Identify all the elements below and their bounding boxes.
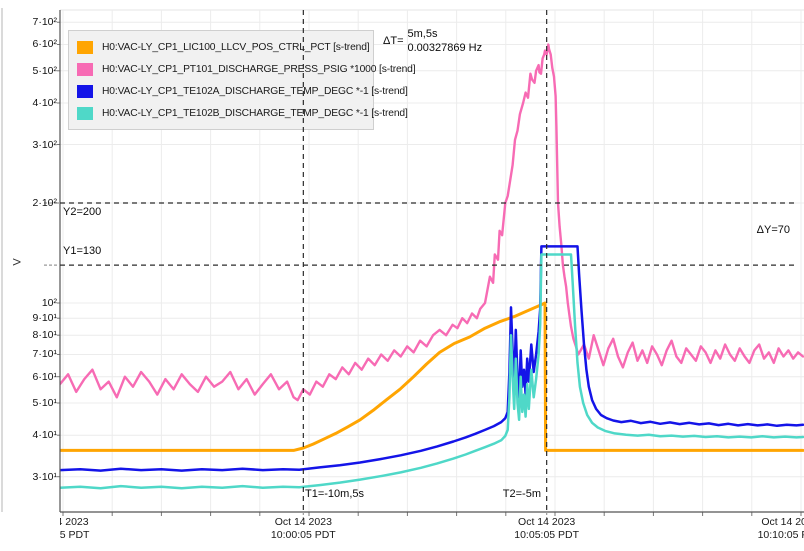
legend-item-LIC100[interactable]: H0:VAC-LY_CP1_LIC100_LLCV_POS_CTRL_PCT […	[77, 36, 370, 58]
delta-y-annotation: ΔY=70	[756, 224, 790, 236]
y-tick-label: 10²	[41, 297, 57, 309]
t1-cursor-label: T1=-10m,5s	[305, 488, 364, 500]
delta-t-frequency: 0.00327869 Hz	[407, 42, 483, 54]
delta-t-prefix: ΔT=	[383, 35, 404, 47]
legend-label: H0:VAC-LY_CP1_PT101_DISCHARGE_PRESS_PSIG…	[102, 63, 416, 75]
x-axis-label-date: Oct 14 2023	[60, 516, 89, 528]
x-axis-label: Oct 14 2023 10:05:05 PDT	[514, 516, 579, 542]
y-tick-label: 4·10²	[32, 96, 57, 109]
legend-item-TE102B[interactable]: H0:VAC-LY_CP1_TE102B_DISCHARGE_TEMP_DEGC…	[77, 102, 408, 124]
y-tick-label: 5·10¹	[32, 397, 57, 409]
legend-label: H0:VAC-LY_CP1_TE102B_DISCHARGE_TEMP_DEGC…	[102, 107, 408, 119]
series-line-TE102B	[60, 253, 804, 490]
x-axis-label-time: 10:05:05 PDT	[514, 529, 580, 541]
legend-swatch	[77, 106, 93, 120]
x-axis-label: Oct 14 20239:55:05 PDT	[60, 516, 89, 542]
x-axis-label: Oct 14 2023 10:00:05 PDT	[271, 516, 336, 542]
x-axis-label-time: 10:10:05 PDT	[757, 529, 804, 541]
delta-t-value: 5m,5s	[407, 28, 438, 40]
series-line-LIC100	[60, 301, 804, 452]
y-tick-label: 7·10¹	[32, 348, 57, 361]
delta-t-annotation: ΔT= 5m,5s 0.00327869 Hz	[383, 27, 482, 55]
legend-swatch	[77, 40, 93, 54]
x-axis-label-time: 9:55:05 PDT	[60, 529, 90, 541]
y-tick-label: 6·10²	[32, 38, 57, 51]
y-tick-label: 6·10¹	[32, 370, 57, 383]
legend-swatch	[77, 84, 93, 98]
y-tick-label: 8·10¹	[32, 329, 57, 342]
legend-item-PT101[interactable]: H0:VAC-LY_CP1_PT101_DISCHARGE_PRESS_PSIG…	[77, 58, 416, 80]
x-axis-label-date: Oct 14 2023	[518, 516, 576, 528]
y-tick-label: 3·10¹	[32, 470, 57, 483]
y-tick-label: 4·10¹	[32, 429, 57, 442]
y1-cursor-label: Y1=130	[63, 245, 102, 257]
legend-swatch	[77, 62, 93, 76]
legend-label: H0:VAC-LY_CP1_TE102A_DISCHARGE_TEMP_DEGC…	[102, 85, 408, 97]
y-tick-label: 7·10²	[32, 16, 57, 29]
legend: H0:VAC-LY_CP1_LIC100_LLCV_POS_CTRL_PCT […	[68, 30, 416, 130]
y-tick-label: 3·10²	[32, 138, 57, 151]
y-tick-label: 9·10¹	[32, 312, 57, 325]
y-tick-label: 2·10²	[32, 196, 57, 209]
t2-cursor-label: T2=-5m	[502, 488, 541, 500]
series-line-TE102A	[60, 245, 804, 472]
legend-item-TE102A[interactable]: H0:VAC-LY_CP1_TE102A_DISCHARGE_TEMP_DEGC…	[77, 80, 408, 102]
y2-cursor-label: Y2=200	[63, 206, 102, 218]
legend-label: H0:VAC-LY_CP1_LIC100_LLCV_POS_CTRL_PCT […	[102, 41, 370, 53]
y-axis-title: V	[11, 258, 24, 266]
x-axis-label-time: 10:00:05 PDT	[270, 529, 336, 541]
x-axis-label-date: Oct 14 2023	[274, 516, 332, 528]
x-axis-label-date: Oct 14 2023	[761, 516, 804, 528]
y-tick-label: 5·10²	[32, 64, 57, 77]
